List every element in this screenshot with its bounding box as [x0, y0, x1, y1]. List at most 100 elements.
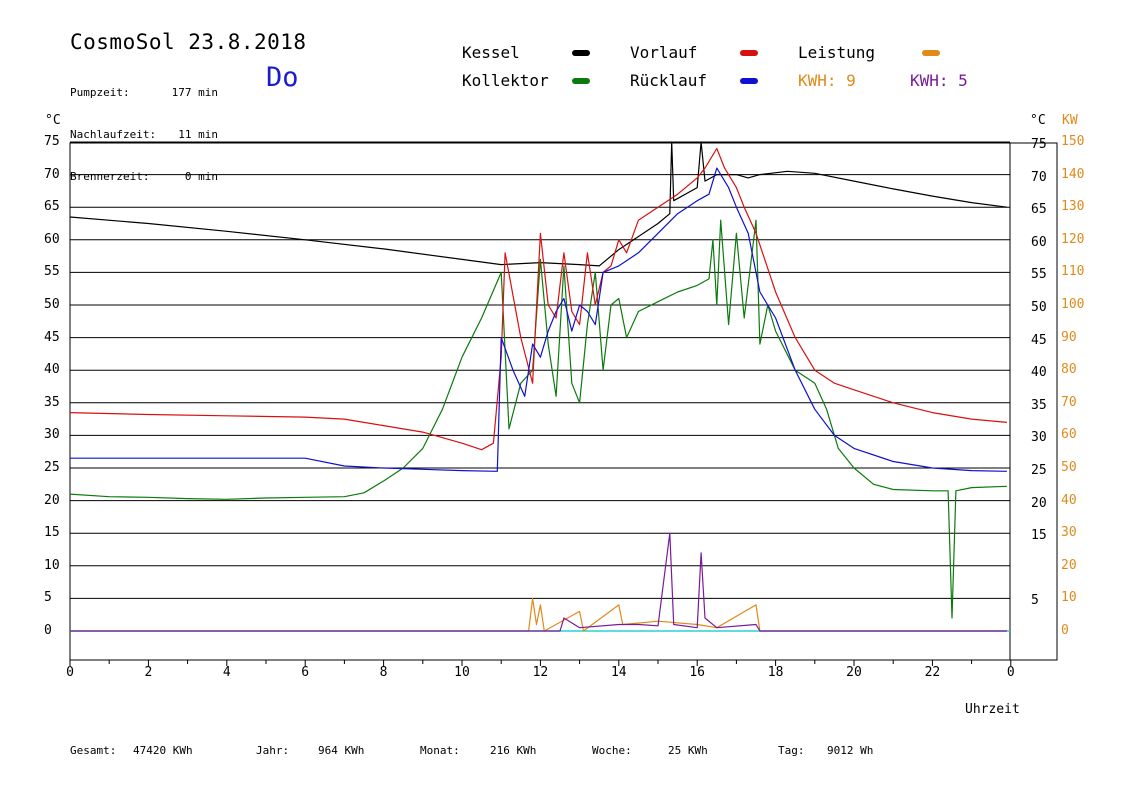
y-tick-label-kw: 60 [1061, 427, 1077, 443]
x-tick-label: 12 [532, 665, 549, 680]
stat-gesamt-label: Gesamt: [70, 744, 117, 757]
y-tick-label-left: 5 [44, 590, 52, 606]
info-value: 11 min [178, 128, 218, 141]
y-tick-label-right: 35 [1031, 397, 1047, 413]
y-tick-label-kw: 80 [1061, 362, 1077, 378]
y-tick-label-kw: 0 [1061, 623, 1069, 638]
y-tick-label-right: 70 [1031, 169, 1047, 185]
y-tick-label-kw: 140 [1061, 166, 1085, 182]
stat-tag-label: Tag: [778, 744, 805, 757]
y-tick-label-kw: 20 [1061, 557, 1077, 573]
info-value: 0 min [184, 170, 218, 183]
y-tick-label-kw: 40 [1061, 492, 1077, 508]
stat-woche-value: 25 KWh [668, 744, 708, 757]
y-tick-label-right: 60 [1031, 234, 1047, 250]
x-tick-label: 22 [924, 665, 941, 680]
y-tick-label-kw: 30 [1061, 525, 1077, 541]
legend-kollektor: Kollektor [462, 71, 549, 90]
stat-jahr-value: 964 KWh [318, 744, 365, 757]
x-tick-label: 18 [767, 665, 784, 680]
stat-monat-value: 216 KWh [490, 744, 537, 757]
legend-vorlauf: Vorlauf [630, 43, 698, 62]
stat-tag-value: 9012 Wh [827, 744, 874, 757]
series-line-vorlauf [69, 147, 1007, 451]
info-label: Pumpzeit: [70, 86, 130, 99]
info-value: 177 min [171, 86, 218, 99]
y-tick-label-kw: 130 [1061, 199, 1085, 215]
y-tick-label-right: 50 [1031, 300, 1047, 315]
y-tick-label-kw: 50 [1061, 460, 1077, 475]
plot-frame [69, 142, 1058, 661]
y-tick-label-left: 40 [44, 362, 60, 378]
y-tick-label-left: 15 [44, 525, 60, 541]
y-tick-label-left: 60 [44, 231, 60, 247]
y-tick-label-right: 30 [1031, 430, 1047, 446]
info-label: Brennerzeit: [70, 170, 150, 183]
y-tick-label-left: 30 [44, 427, 60, 443]
y-tick-label-right: 25 [1031, 463, 1047, 478]
stat-jahr-label: Jahr: [256, 744, 290, 757]
series-line-kessel [69, 141, 1007, 267]
stat-gesamt-value: 47420 KWh [133, 744, 193, 757]
legend-vorlauf-swatch [740, 50, 758, 56]
x-tick-label: 8 [379, 665, 388, 680]
right-unit-label-kw: KW [1062, 113, 1078, 128]
y-tick-label-kw: 110 [1061, 264, 1085, 280]
legend-leistung-swatch [922, 50, 940, 56]
series-line-kwh-5 [70, 532, 1007, 632]
x-tick-label: 0 [1006, 665, 1015, 680]
y-tick-label-kw: 70 [1061, 394, 1077, 410]
y-tick-label-left: 75 [44, 134, 60, 149]
stat-woche-label: Woche: [592, 744, 632, 757]
x-tick-label: 20 [846, 665, 862, 680]
series-line-kollektor [69, 219, 1007, 619]
series-line-r-cklauf [70, 167, 1007, 472]
info-block: Pumpzeit: 177 min Nachlaufzeit: 11 min Bre… [70, 58, 218, 198]
right-unit-label-c: °C [1030, 113, 1046, 128]
legend-kwh-orange: KWH: 9 [798, 71, 856, 90]
y-tick-label-right: 5 [1031, 593, 1039, 609]
y-tick-label-kw: 120 [1061, 231, 1085, 247]
left-unit-label: °C [45, 113, 61, 128]
x-tick-label: 14 [610, 665, 627, 680]
y-tick-label-left: 25 [44, 460, 60, 475]
y-tick-label-left: 0 [44, 623, 52, 638]
y-tick-label-right: 65 [1031, 202, 1047, 218]
y-tick-label-left: 70 [44, 166, 60, 182]
y-tick-label-left: 50 [44, 297, 60, 312]
x-tick-label: 0 [66, 665, 74, 680]
y-tick-label-kw: 150 [1061, 134, 1085, 149]
legend-ruecklauf: Rücklauf [630, 71, 708, 90]
legend-leistung: Leistung [798, 43, 876, 62]
legend-kessel: Kessel [462, 43, 520, 62]
legend-kwh-purple: KWH: 5 [910, 71, 968, 90]
y-tick-label-left: 65 [44, 199, 60, 215]
y-tick-label-left: 35 [44, 394, 60, 410]
y-tick-label-left: 20 [44, 492, 60, 508]
x-axis-label: Uhrzeit [965, 702, 1020, 717]
y-tick-label-kw: 10 [1061, 590, 1077, 606]
legend-kessel-swatch [572, 50, 590, 56]
y-tick-label-right: 15 [1031, 528, 1047, 544]
series-line-leistung [70, 597, 1007, 632]
y-tick-label-right: 20 [1031, 495, 1047, 511]
x-tick-label: 4 [222, 665, 231, 680]
x-tick-label: 16 [689, 665, 706, 680]
chart-title: CosmoSol 23.8.2018 [70, 30, 307, 54]
x-tick-label: 2 [144, 665, 153, 680]
y-tick-label-left: 45 [44, 329, 60, 345]
x-tick-label: 6 [301, 665, 310, 680]
y-tick-label-right: 45 [1031, 332, 1047, 348]
y-tick-label-kw: 90 [1061, 329, 1077, 345]
y-tick-label-right: 75 [1031, 137, 1047, 152]
weekday-label: Do [266, 62, 299, 93]
stat-monat-label: Monat: [420, 744, 460, 757]
legend-ruecklauf-swatch [740, 78, 758, 84]
y-tick-label-left: 55 [44, 264, 60, 280]
y-tick-label-left: 10 [44, 557, 60, 573]
legend-kollektor-swatch [572, 78, 590, 84]
y-tick-label-right: 40 [1031, 365, 1047, 381]
x-tick-label: 10 [454, 665, 470, 680]
info-label: Nachlaufzeit: [70, 128, 157, 141]
